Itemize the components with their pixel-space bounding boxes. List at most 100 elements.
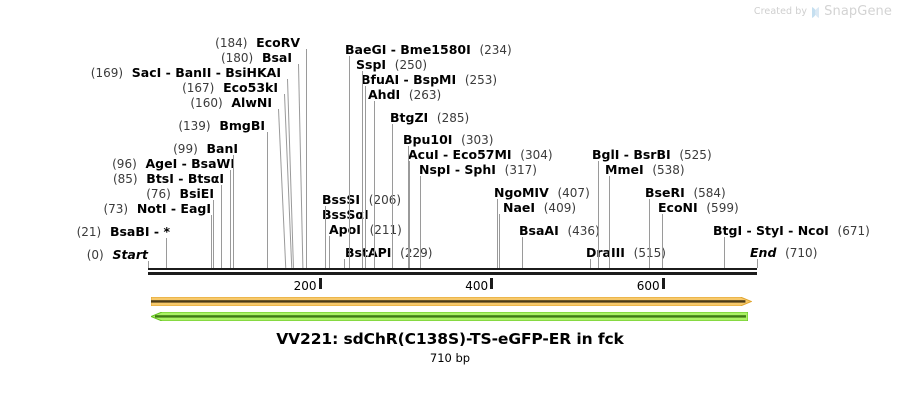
restriction-site-label[interactable]: (21) BsaBI - * [0,225,170,239]
enzyme-name: StyI [756,223,784,238]
restriction-site-label[interactable]: (184) EcoRV [0,36,300,50]
restriction-site-label[interactable]: (85) BtsI - BtsαI [0,172,224,186]
site-position: (21) [76,225,102,239]
enzyme-separator: - [438,147,453,162]
enzyme-name: BstAPI [345,245,392,260]
green-feature-arrow[interactable] [151,312,749,321]
enzyme-name: NcoI [797,223,829,238]
snapgene-logo-icon [811,6,820,19]
restriction-site-label[interactable]: AcuI - Eco57MI (304) [408,148,553,162]
site-position: (229) [400,246,433,260]
enzyme-separator: - [166,201,181,216]
site-position: (285) [436,111,470,125]
enzyme-name: BssSI [322,192,361,207]
site-position: (584) [693,186,726,200]
restriction-site-label[interactable]: NaeI (409) [503,201,576,215]
sequence-title: VV221: sdChR(C138S)-TS-eGFP-ER in fck [276,330,624,348]
site-leader-line [362,71,364,268]
site-leader-line [419,176,421,268]
restriction-site-label[interactable]: SspI (250) [356,58,427,72]
restriction-site-label[interactable]: (76) BsiEI [0,187,214,201]
enzyme-name: Eco57MI [452,147,512,162]
restriction-site-label[interactable]: (160) AlwNI [0,96,272,110]
orange-feature-arrow[interactable] [151,297,752,306]
ruler-tick [490,278,494,289]
enzyme-name: BsaWI [191,156,235,171]
sequence-backbone-line-thick [148,272,757,275]
restriction-site-label[interactable]: BglI - BsrBI (525) [592,148,712,162]
enzyme-separator: - [161,65,176,80]
enzyme-name: BmgBI [219,118,265,133]
restriction-site-label[interactable]: (99) BanI [0,142,238,156]
enzyme-name: BsiHKAI [225,65,281,80]
site-leader-line [757,259,758,268]
restriction-site-label[interactable]: (167) Eco53kI [0,81,278,95]
site-position: (436) [567,224,600,238]
restriction-site-label[interactable]: BtgZI (285) [390,111,469,125]
restriction-site-label[interactable]: (73) NotI - EagI [0,202,211,216]
restriction-site-label[interactable]: Bpu10I (303) [403,133,493,147]
enzyme-separator: - [399,72,414,87]
restriction-site-label[interactable]: ApoI (211) [329,223,402,237]
restriction-site-label[interactable]: (169) SacI - BanII - BsiHKAI [0,66,281,80]
site-position: (96) [112,157,137,171]
enzyme-name: BtsαI [187,171,224,186]
enzyme-separator: - [386,42,401,57]
title-block: VV221: sdChR(C138S)-TS-eGFP-ER in fck 71… [0,330,900,365]
site-position: (234) [479,43,512,57]
restriction-site-label[interactable]: End (710) [750,246,817,260]
restriction-site-label[interactable]: NgoMIV (407) [494,186,590,200]
restriction-site-label[interactable]: BssSαI [322,208,369,221]
site-position: (671) [837,224,870,238]
enzyme-name: NaeI [503,200,536,215]
enzyme-name: BssSαI [322,207,369,222]
enzyme-name: SphI [464,162,496,177]
restriction-site-label[interactable]: (139) BmgBI [0,119,265,133]
restriction-site-label[interactable]: BfuAI - BspMI (253) [361,73,497,87]
enzyme-name: BsaBI [109,224,150,239]
snapgene-watermark: Created by SnapGene [754,4,892,19]
restriction-site-label[interactable]: (180) BsaI [0,51,292,65]
site-position: (76) [146,187,171,201]
enzyme-name: BspMI [413,72,457,87]
enzyme-name: BtsI [146,171,174,186]
enzyme-name: SacI [131,65,162,80]
restriction-site-label[interactable]: (96) AgeI - BsaWI [0,157,235,171]
enzyme-separator: - [619,147,634,162]
site-leader-line [348,56,350,268]
restriction-site-label[interactable]: BseRI (584) [645,186,726,200]
site-position: (263) [408,88,442,102]
site-leader-line [230,170,232,268]
site-position: (407) [557,186,590,200]
enzyme-name: Bme1580I [400,42,471,57]
ruler-tick [661,278,665,289]
ruler-label: 400 [465,279,489,293]
restriction-site-label[interactable]: BtgI - StyI - NcoI (671) [713,224,870,238]
restriction-site-label[interactable]: BsaAI (436) [519,224,600,238]
site-position: (250) [394,58,428,72]
restriction-site-label[interactable]: (0) Start [0,248,148,262]
enzyme-name: SspI [356,57,387,72]
restriction-site-label[interactable]: NspI - SphI (317) [419,163,537,177]
enzyme-separator: - [211,65,226,80]
enzyme-name: BfuAI [361,72,400,87]
enzyme-name: EcoRV [256,35,300,50]
restriction-site-label[interactable]: BaeGI - Bme1580I (234) [345,43,512,57]
watermark-product-name: SnapGene [824,4,892,19]
site-position: (99) [173,142,198,156]
enzyme-name: BseRI [645,185,685,200]
site-position: (180) [220,51,254,65]
site-position: (85) [112,172,138,186]
site-leader-line [407,146,409,268]
site-leader-line [232,155,234,268]
restriction-site-label[interactable]: MmeI (538) [605,163,685,177]
site-position: (160) [190,96,223,110]
restriction-site-label[interactable]: AhdI (263) [368,88,441,102]
enzyme-name: * [163,224,170,239]
site-leader-line [305,49,307,268]
restriction-site-label[interactable]: EcoNI (599) [658,201,739,215]
enzyme-name: DraIII [586,245,625,260]
site-position: (409) [543,201,577,215]
enzyme-name: EagI [180,201,211,216]
